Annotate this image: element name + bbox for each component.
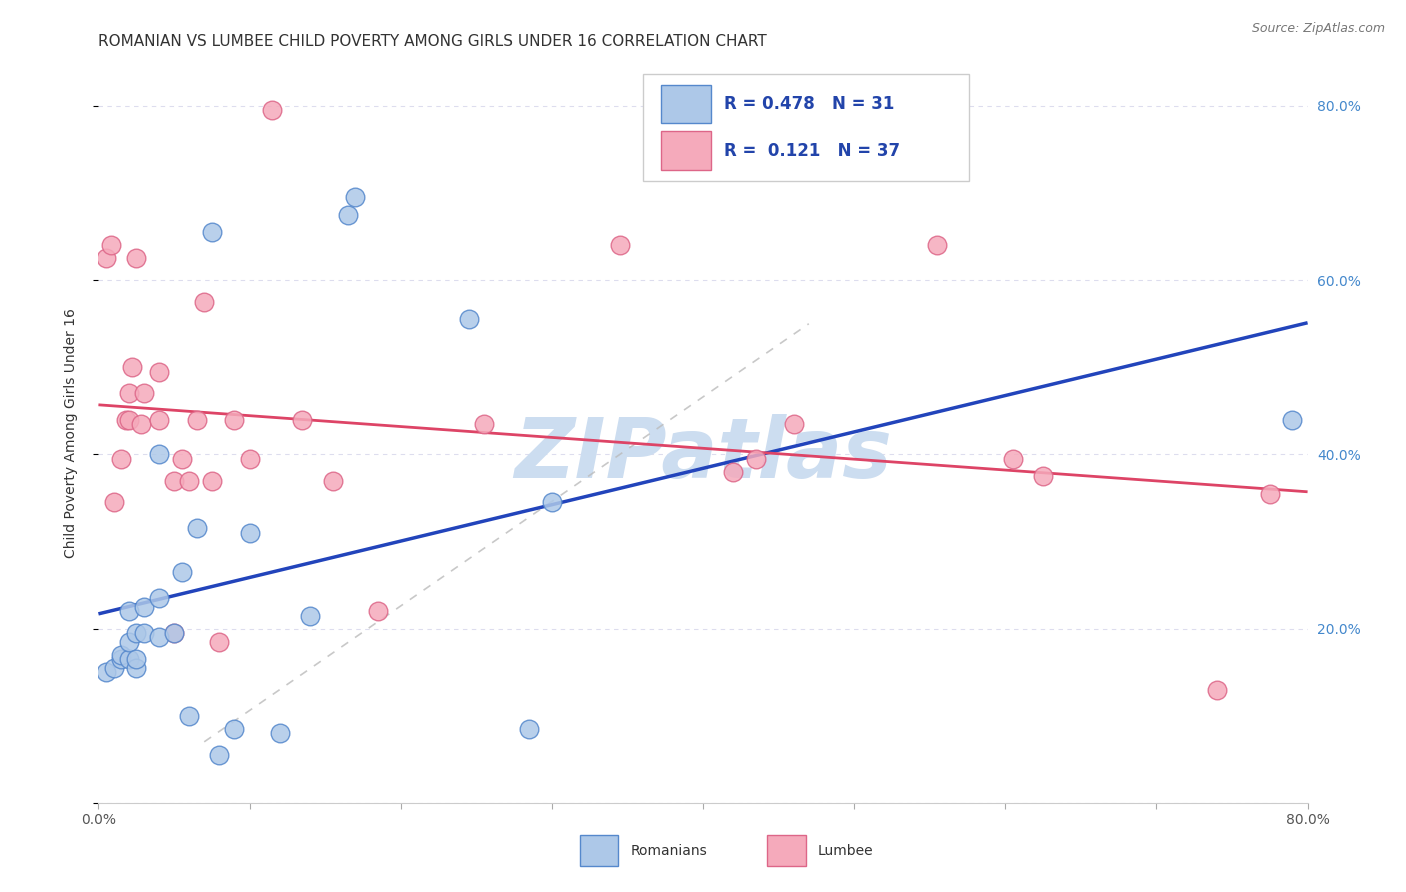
Point <box>100 238 122 252</box>
Text: ROMANIAN VS LUMBEE CHILD POVERTY AMONG GIRLS UNDER 16 CORRELATION CHART: ROMANIAN VS LUMBEE CHILD POVERTY AMONG G… <box>98 34 768 49</box>
Point <box>118 604 141 618</box>
Point <box>783 417 806 431</box>
FancyBboxPatch shape <box>661 85 711 123</box>
Point <box>723 465 745 479</box>
Point <box>517 722 540 736</box>
FancyBboxPatch shape <box>643 73 969 181</box>
Point <box>118 386 141 401</box>
Point <box>163 626 186 640</box>
Point <box>186 412 208 426</box>
Point <box>125 652 148 666</box>
Point <box>125 626 148 640</box>
Point <box>148 630 170 644</box>
Point <box>132 386 155 401</box>
Point <box>179 474 201 488</box>
Text: ZIPatlas: ZIPatlas <box>515 414 891 495</box>
Point <box>118 652 141 666</box>
Point <box>1001 451 1024 466</box>
Point <box>609 238 631 252</box>
Point <box>129 417 152 431</box>
Point <box>148 365 170 379</box>
Point <box>193 295 215 310</box>
Point <box>208 747 231 762</box>
FancyBboxPatch shape <box>579 836 619 866</box>
Point <box>745 451 768 466</box>
Point <box>269 726 291 740</box>
Point <box>148 447 170 461</box>
Point <box>1206 682 1229 697</box>
Point <box>457 312 479 326</box>
Point <box>94 252 117 266</box>
Text: R =  0.121   N = 37: R = 0.121 N = 37 <box>724 142 900 160</box>
Point <box>201 225 224 239</box>
Point <box>163 626 186 640</box>
Point <box>472 417 495 431</box>
Point <box>94 665 117 680</box>
Text: Romanians: Romanians <box>630 844 707 858</box>
Point <box>125 661 148 675</box>
Point <box>179 708 201 723</box>
Point <box>344 190 367 204</box>
Point <box>291 412 314 426</box>
Point <box>148 412 170 426</box>
Point <box>118 412 141 426</box>
Point <box>148 591 170 606</box>
Point <box>224 722 246 736</box>
Point <box>103 661 125 675</box>
FancyBboxPatch shape <box>661 131 711 169</box>
Point <box>170 565 193 579</box>
Point <box>121 360 143 375</box>
Point <box>239 525 262 540</box>
Point <box>224 412 246 426</box>
Point <box>540 495 562 509</box>
Point <box>367 604 389 618</box>
Text: Source: ZipAtlas.com: Source: ZipAtlas.com <box>1251 22 1385 36</box>
Point <box>132 599 155 614</box>
Point <box>163 474 186 488</box>
Point <box>1258 486 1281 500</box>
Point <box>125 252 148 266</box>
Point <box>186 521 208 535</box>
Point <box>170 451 193 466</box>
Point <box>118 634 141 648</box>
Point <box>110 652 132 666</box>
Point <box>201 474 224 488</box>
Point <box>132 626 155 640</box>
Point <box>110 451 132 466</box>
Point <box>336 208 359 222</box>
FancyBboxPatch shape <box>768 836 806 866</box>
Point <box>262 103 284 118</box>
Point <box>103 495 125 509</box>
Text: R = 0.478   N = 31: R = 0.478 N = 31 <box>724 95 894 113</box>
Point <box>239 451 262 466</box>
Point <box>114 412 136 426</box>
Point <box>1281 412 1303 426</box>
Point <box>208 634 231 648</box>
Point <box>927 238 949 252</box>
Point <box>110 648 132 662</box>
Point <box>322 474 344 488</box>
Text: Lumbee: Lumbee <box>818 844 873 858</box>
Point <box>1032 469 1054 483</box>
Point <box>299 608 322 623</box>
Y-axis label: Child Poverty Among Girls Under 16: Child Poverty Among Girls Under 16 <box>63 308 77 558</box>
